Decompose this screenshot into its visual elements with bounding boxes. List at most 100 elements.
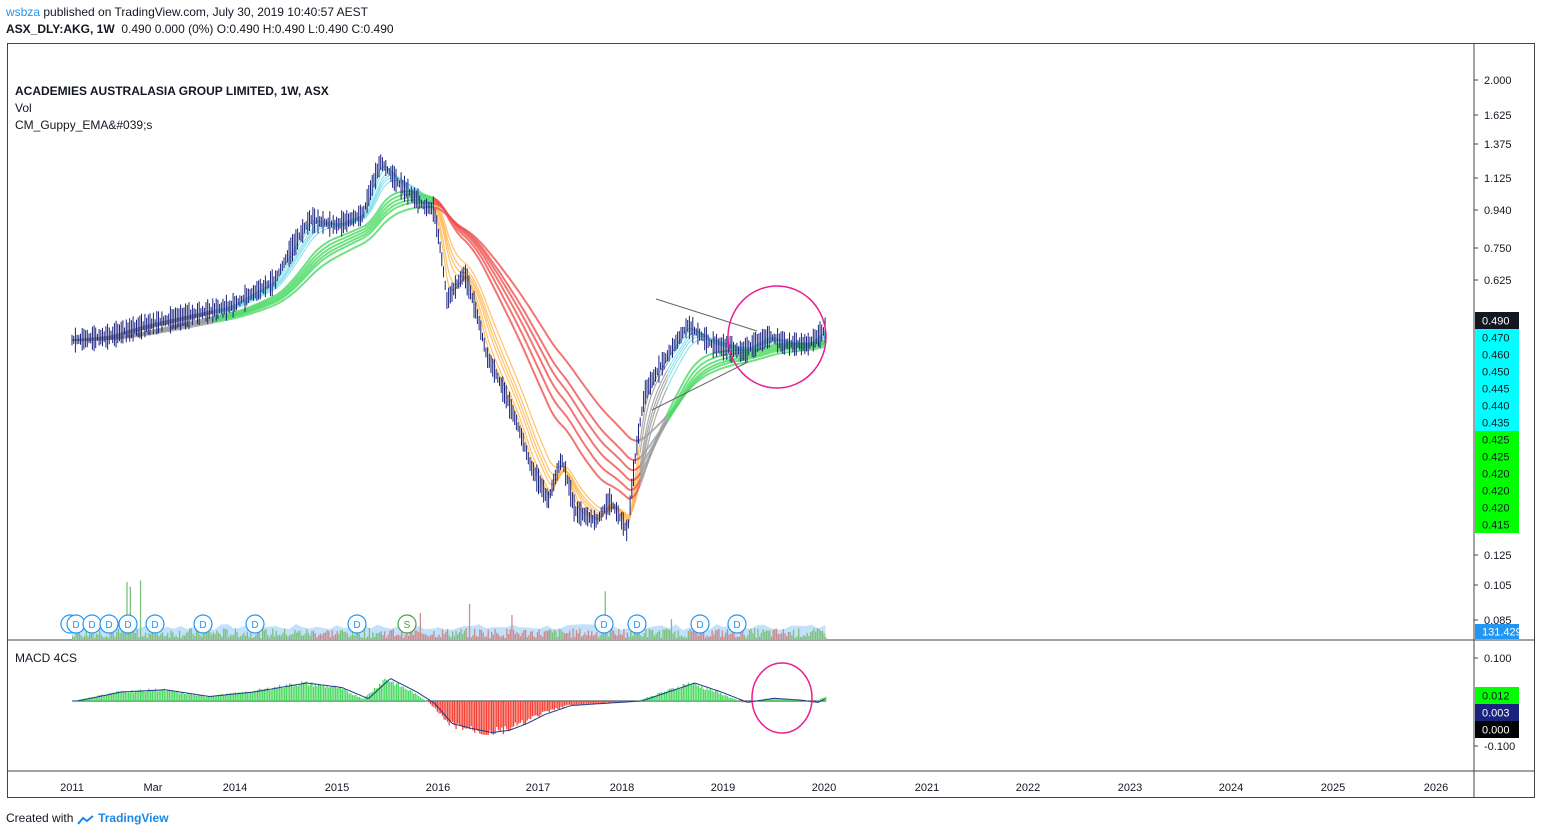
guppy-ema-line [212, 201, 434, 322]
y-tick-label: 0.105 [1484, 580, 1512, 592]
macd-bar [211, 695, 213, 701]
volume-bar [272, 628, 274, 640]
macd-bar [619, 701, 622, 702]
ema-tag-cyan: 0.450 [1475, 363, 1519, 380]
macd-bar [484, 701, 486, 735]
macd-legend[interactable]: MACD 4CS [15, 651, 78, 665]
guppy-ema-line [212, 180, 434, 315]
macd-bar [602, 701, 605, 704]
macd-bar [239, 693, 242, 701]
macd-bar [606, 701, 608, 703]
volume-bar [641, 636, 644, 640]
event-marker-circle [193, 614, 213, 634]
volume-bar [794, 637, 796, 640]
x-tick-label: 2025 [1321, 782, 1345, 794]
volume-bar [721, 630, 723, 640]
volume-bar [448, 635, 450, 640]
macd-bar [582, 701, 584, 705]
macd-bar [667, 689, 669, 701]
volume-bar [224, 628, 226, 640]
volume-bar [426, 635, 428, 640]
volume-bar [287, 636, 289, 640]
volume-bar [660, 637, 662, 640]
volume-bar [172, 632, 174, 640]
ohlc-values: 0.490 0.000 (0%) O:0.490 H:0.490 L:0.490… [121, 22, 394, 36]
volume-bar [491, 631, 493, 640]
volume-bar [463, 630, 466, 640]
macd-bar [621, 701, 623, 702]
volume-bar [530, 631, 532, 640]
volume-bar [777, 634, 779, 640]
macd-bar [574, 701, 576, 705]
macd-bar [355, 694, 357, 701]
volume-bar [270, 634, 272, 640]
macd-bar [216, 695, 218, 701]
macd-bar [207, 696, 209, 701]
macd-bar [197, 694, 199, 701]
volume-bar [105, 636, 108, 640]
volume-legend[interactable]: Vol [15, 101, 32, 115]
volume-bar [141, 636, 143, 640]
ema-tag-cyan-bg [1475, 380, 1519, 397]
macd-bar [129, 692, 131, 701]
volume-bar [759, 636, 761, 640]
macd-bar [499, 701, 501, 732]
volume-bar [450, 637, 452, 640]
macd-bar [253, 690, 255, 701]
volume-bar [258, 629, 260, 640]
volume-bar [767, 630, 769, 640]
macd-bar [482, 701, 484, 735]
macd-bar [423, 699, 425, 701]
macd-bar [277, 688, 279, 701]
macd-bar [401, 686, 403, 701]
volume-bar [372, 632, 374, 640]
macd-bar [448, 701, 450, 726]
macd-bar [421, 698, 423, 701]
footer-brand[interactable]: TradingView [98, 811, 169, 825]
volume-bar [377, 633, 379, 640]
ema-tag-green: 0.420 [1475, 499, 1519, 516]
macd-tag: 0.003 [1475, 704, 1519, 721]
volume-bar [597, 637, 600, 640]
volume-bar [306, 629, 308, 640]
macd-bar [362, 698, 364, 701]
macd-bar [112, 692, 114, 701]
macd-circle [751, 662, 813, 734]
volume-bar [786, 636, 788, 640]
volume-bar [302, 635, 304, 640]
macd-bar [134, 691, 137, 701]
macd-bar [402, 686, 405, 701]
volume-bar [85, 630, 87, 640]
volume-bar [784, 633, 786, 640]
macd-bar [438, 701, 440, 714]
author-name[interactable]: wsbza [6, 5, 41, 19]
volume-bar [468, 604, 471, 640]
volume-bar [197, 628, 199, 640]
macd-bar [333, 685, 335, 701]
guppy-legend[interactable]: CM_Guppy_EMA&#039;s [15, 118, 153, 132]
macd-bar [535, 701, 537, 716]
volume-bar [489, 638, 491, 640]
macd-bar [545, 701, 547, 712]
macd-bar [547, 701, 549, 711]
y-tick-label: 0.625 [1484, 275, 1512, 287]
volume-bar [523, 630, 525, 640]
volume-bar [592, 635, 594, 640]
macd-bar [404, 688, 406, 701]
volume-bar [803, 634, 805, 640]
macd-bar [575, 701, 578, 705]
macd-bar [789, 699, 791, 701]
volume-bar [716, 629, 718, 640]
macd-bar [524, 701, 527, 725]
volume-bar [755, 637, 757, 640]
macd-bar [775, 698, 778, 701]
volume-bar [636, 632, 639, 640]
macd-bar [480, 701, 483, 735]
volume-bar [289, 634, 291, 640]
macd-bar [523, 701, 525, 725]
macd-bar [223, 695, 225, 701]
macd-bar [429, 701, 432, 705]
volume-bar [292, 633, 294, 640]
guppy-ema-line [433, 202, 641, 462]
